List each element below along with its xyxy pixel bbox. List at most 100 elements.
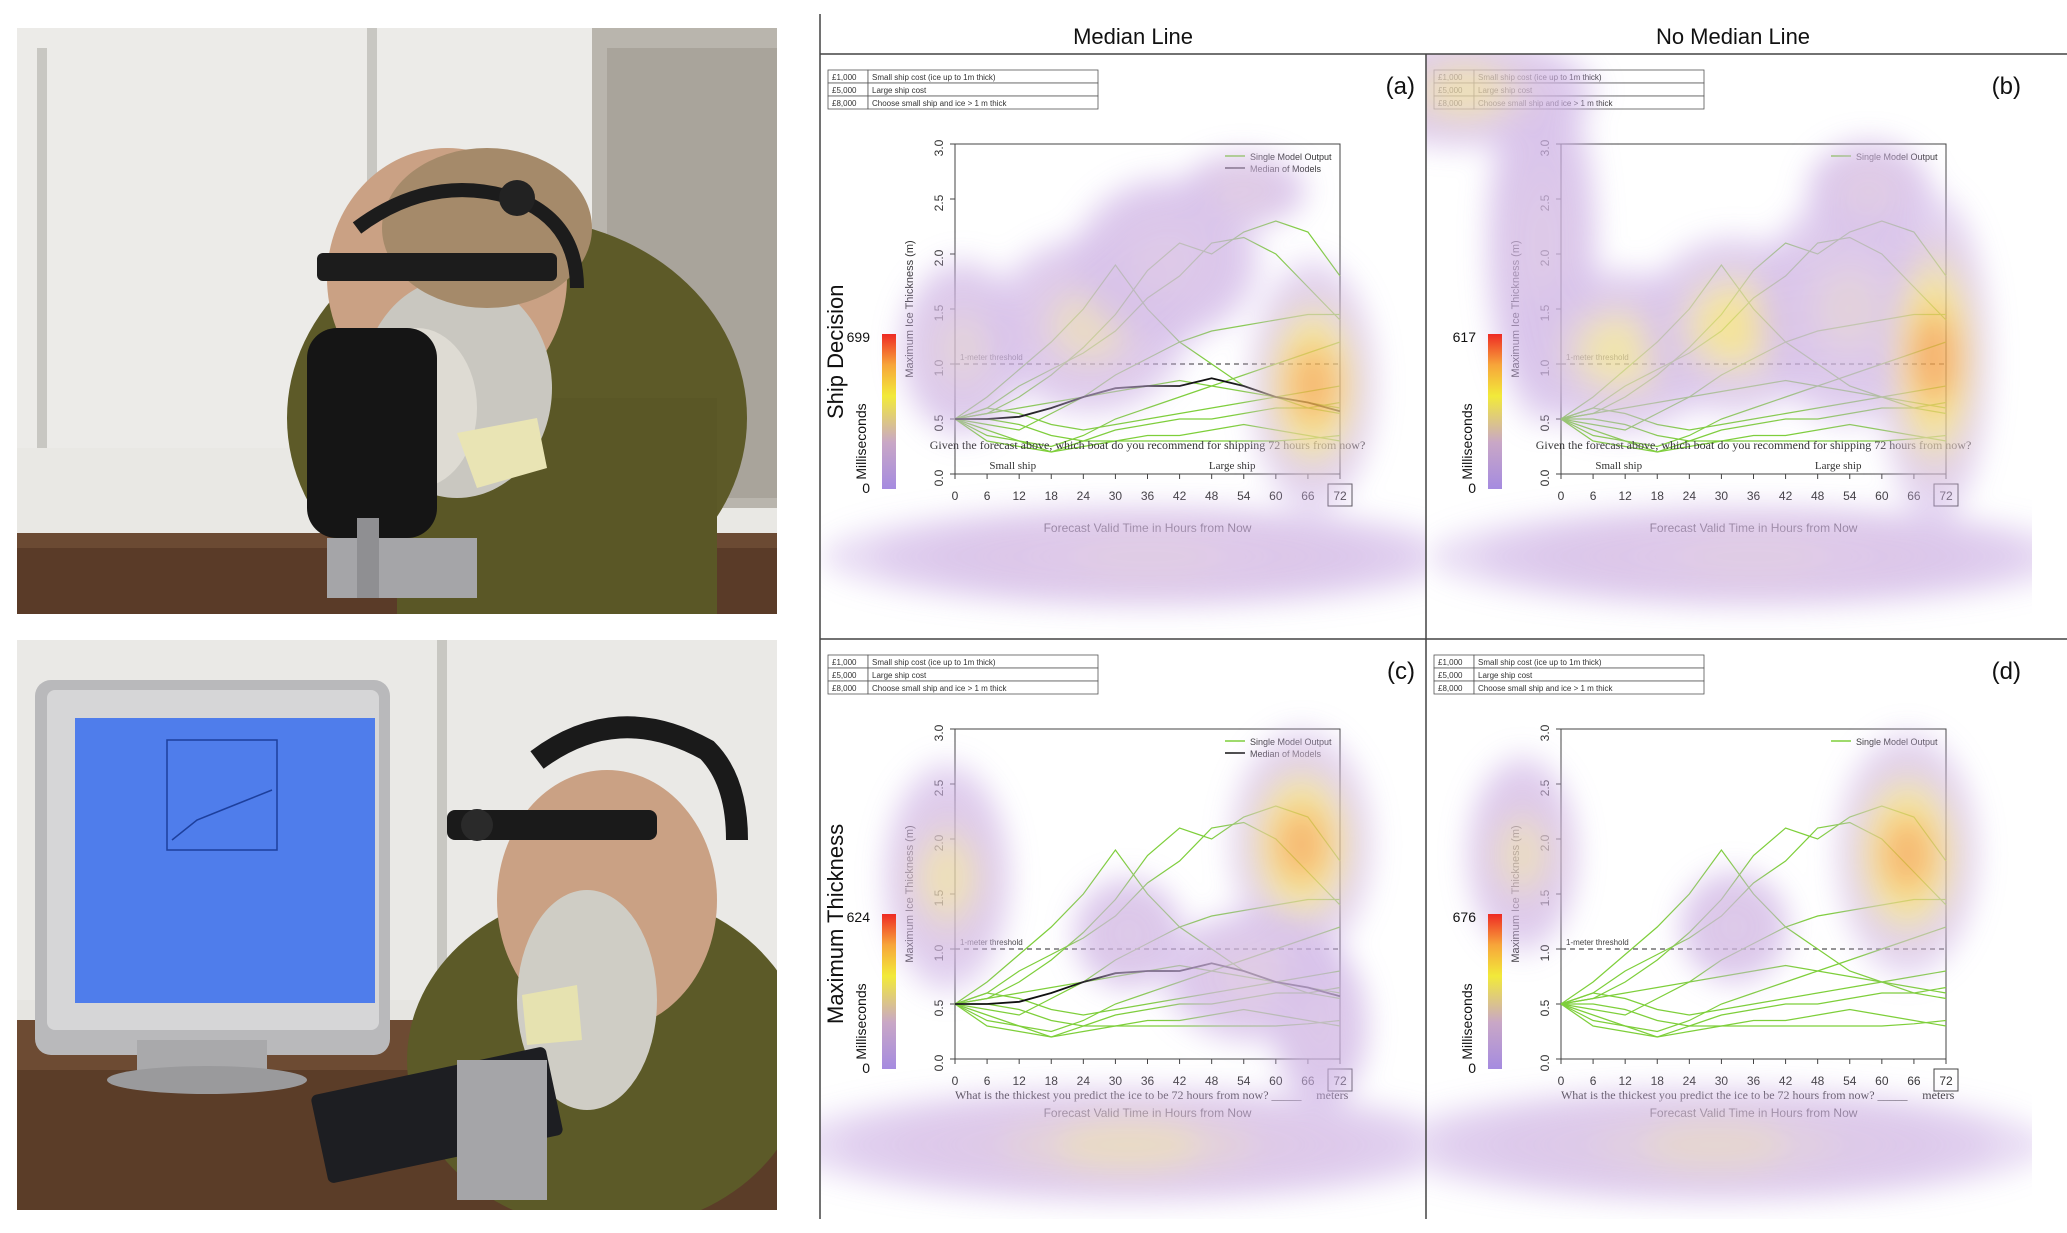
cost-description: Choose small ship and ice > 1 m thick bbox=[1478, 684, 1614, 693]
photo-participant-headmount bbox=[17, 28, 777, 614]
y-tick-label: 0.5 bbox=[932, 999, 946, 1016]
cost-value: £5,000 bbox=[1438, 671, 1463, 680]
legend-label-single: Single Model Output bbox=[1250, 152, 1332, 162]
heat-blob bbox=[1498, 822, 1547, 887]
x-tick-label: 48 bbox=[1811, 489, 1825, 503]
panel-svg: £1,000 Small ship cost (ice up to 1m thic… bbox=[820, 654, 1426, 1203]
heat-blob bbox=[1843, 166, 1895, 214]
heat-blob bbox=[1055, 1120, 1201, 1170]
heat-blob bbox=[1684, 533, 1823, 580]
x-tick-label: 12 bbox=[1012, 1074, 1026, 1088]
colorbar-min-label: 0 bbox=[1468, 480, 1476, 496]
panel-svg: £1,000 Small ship cost (ice up to 1m thic… bbox=[1426, 654, 2032, 1203]
panel-d-thickness-no-median: £1,000 Small ship cost (ice up to 1m thic… bbox=[1426, 639, 2032, 1219]
x-tick-label: 60 bbox=[1269, 1074, 1283, 1088]
photo-participant-monitor bbox=[17, 640, 777, 1210]
y-tick-label: 0.0 bbox=[1538, 1054, 1552, 1071]
colorbar-min-label: 0 bbox=[1468, 1060, 1476, 1076]
heat-blob bbox=[1586, 322, 1651, 381]
x-tick-label: 30 bbox=[1109, 489, 1123, 503]
x-tick-label: 36 bbox=[1747, 1074, 1761, 1088]
heat-blob bbox=[937, 318, 989, 379]
model-line bbox=[1560, 1003, 1947, 1038]
cost-value: £1,000 bbox=[832, 73, 857, 82]
colorbar-unit-label: Milliseconds bbox=[853, 983, 869, 1059]
x-tick-label: 30 bbox=[1715, 1074, 1729, 1088]
heat-blob bbox=[1135, 230, 1198, 289]
cost-value: £8,000 bbox=[1438, 684, 1463, 693]
cost-description: Small ship cost (ice up to 1m thick) bbox=[1478, 658, 1602, 667]
model-line bbox=[1561, 1003, 1947, 1027]
heat-blob bbox=[1297, 997, 1344, 1055]
colorbar-max-label: 676 bbox=[1453, 909, 1477, 925]
colorbar bbox=[1488, 334, 1502, 489]
panel-label: (b) bbox=[1992, 73, 2021, 100]
cost-table: £1,000 Small ship cost (ice up to 1m thic… bbox=[1433, 654, 1705, 695]
heat-blob bbox=[1274, 810, 1329, 879]
x-tick-label: 24 bbox=[1683, 489, 1697, 503]
gaze-heatmap bbox=[821, 152, 1426, 608]
x-tick-label: 12 bbox=[1618, 489, 1632, 503]
x-tick-label: 60 bbox=[1875, 1074, 1889, 1088]
cost-table: £1,000 Small ship cost (ice up to 1m thic… bbox=[827, 69, 1099, 110]
cost-description: Large ship cost bbox=[872, 86, 927, 95]
x-tick-label: 24 bbox=[1683, 1074, 1697, 1088]
y-tick-label: 2.5 bbox=[932, 194, 946, 211]
heat-blob bbox=[1818, 274, 1881, 344]
column-title-median: Median Line bbox=[1073, 24, 1193, 49]
x-tick-label: 6 bbox=[984, 1074, 991, 1088]
option-large-ship: Large ship bbox=[1209, 460, 1256, 472]
gaze-heatmap bbox=[820, 727, 1426, 1203]
x-tick-label: 18 bbox=[1651, 489, 1665, 503]
heat-blob bbox=[1703, 295, 1766, 356]
cost-value: £8,000 bbox=[832, 99, 857, 108]
x-tick-label: 18 bbox=[1045, 489, 1059, 503]
heat-blob bbox=[1287, 348, 1339, 422]
heat-blob bbox=[1103, 909, 1153, 959]
panel-label: (c) bbox=[1387, 658, 1415, 685]
colorbar bbox=[1488, 914, 1502, 1069]
heat-blob bbox=[1910, 315, 1959, 402]
x-tick-label: 18 bbox=[1045, 1074, 1059, 1088]
x-tick-label: 12 bbox=[1618, 1074, 1632, 1088]
heat-blob bbox=[1709, 902, 1759, 952]
x-tick-label: 24 bbox=[1077, 1074, 1091, 1088]
x-tick-label: 48 bbox=[1811, 1074, 1825, 1088]
x-tick-label: 6 bbox=[1590, 489, 1597, 503]
x-tick-label: 48 bbox=[1205, 489, 1219, 503]
y-tick-label: 3.0 bbox=[1538, 724, 1552, 741]
heat-blob bbox=[921, 843, 973, 912]
gaze-heatmap bbox=[1426, 730, 2032, 1203]
x-tick-label: 36 bbox=[1747, 489, 1761, 503]
x-tick-label: 66 bbox=[1907, 1074, 1921, 1088]
x-tick-label: 54 bbox=[1237, 489, 1251, 503]
x-tick-label: 42 bbox=[1173, 489, 1187, 503]
cost-value: £5,000 bbox=[832, 671, 857, 680]
cost-value: £5,000 bbox=[832, 86, 857, 95]
colorbar-min-label: 0 bbox=[862, 480, 870, 496]
cost-cell bbox=[867, 680, 1099, 695]
panel-label: (a) bbox=[1386, 73, 1415, 100]
colorbar-unit-label: Milliseconds bbox=[853, 403, 869, 479]
option-large-ship: Large ship bbox=[1815, 460, 1862, 472]
question-text: Given the forecast above, which boat do … bbox=[1536, 438, 1972, 452]
x-tick-label: 42 bbox=[1173, 1074, 1187, 1088]
heatmap-grid: Median Line No Median Line Ship Decision… bbox=[815, 14, 2067, 1219]
y-tick-label: 3.0 bbox=[932, 724, 946, 741]
colorbar-max-label: 617 bbox=[1453, 329, 1477, 345]
x-tick-label: 6 bbox=[1590, 1074, 1597, 1088]
heat-blob bbox=[1880, 818, 1935, 890]
cost-cell bbox=[1473, 680, 1705, 695]
gaze-heatmap bbox=[1426, 54, 2032, 608]
y-tick-label: 2.0 bbox=[932, 249, 946, 266]
x-tick-label: 18 bbox=[1651, 1074, 1665, 1088]
x-tick-label: 36 bbox=[1141, 1074, 1155, 1088]
x-tick-label: 48 bbox=[1205, 1074, 1219, 1088]
colorbar-max-label: 624 bbox=[847, 909, 871, 925]
x-tick-label: 54 bbox=[1843, 1074, 1857, 1088]
model-line bbox=[1560, 986, 1947, 1038]
cost-description: Large ship cost bbox=[872, 671, 927, 680]
x-tick-label: 54 bbox=[1237, 1074, 1251, 1088]
x-tick-label: 0 bbox=[1558, 489, 1565, 503]
x-tick-label: 42 bbox=[1779, 489, 1793, 503]
